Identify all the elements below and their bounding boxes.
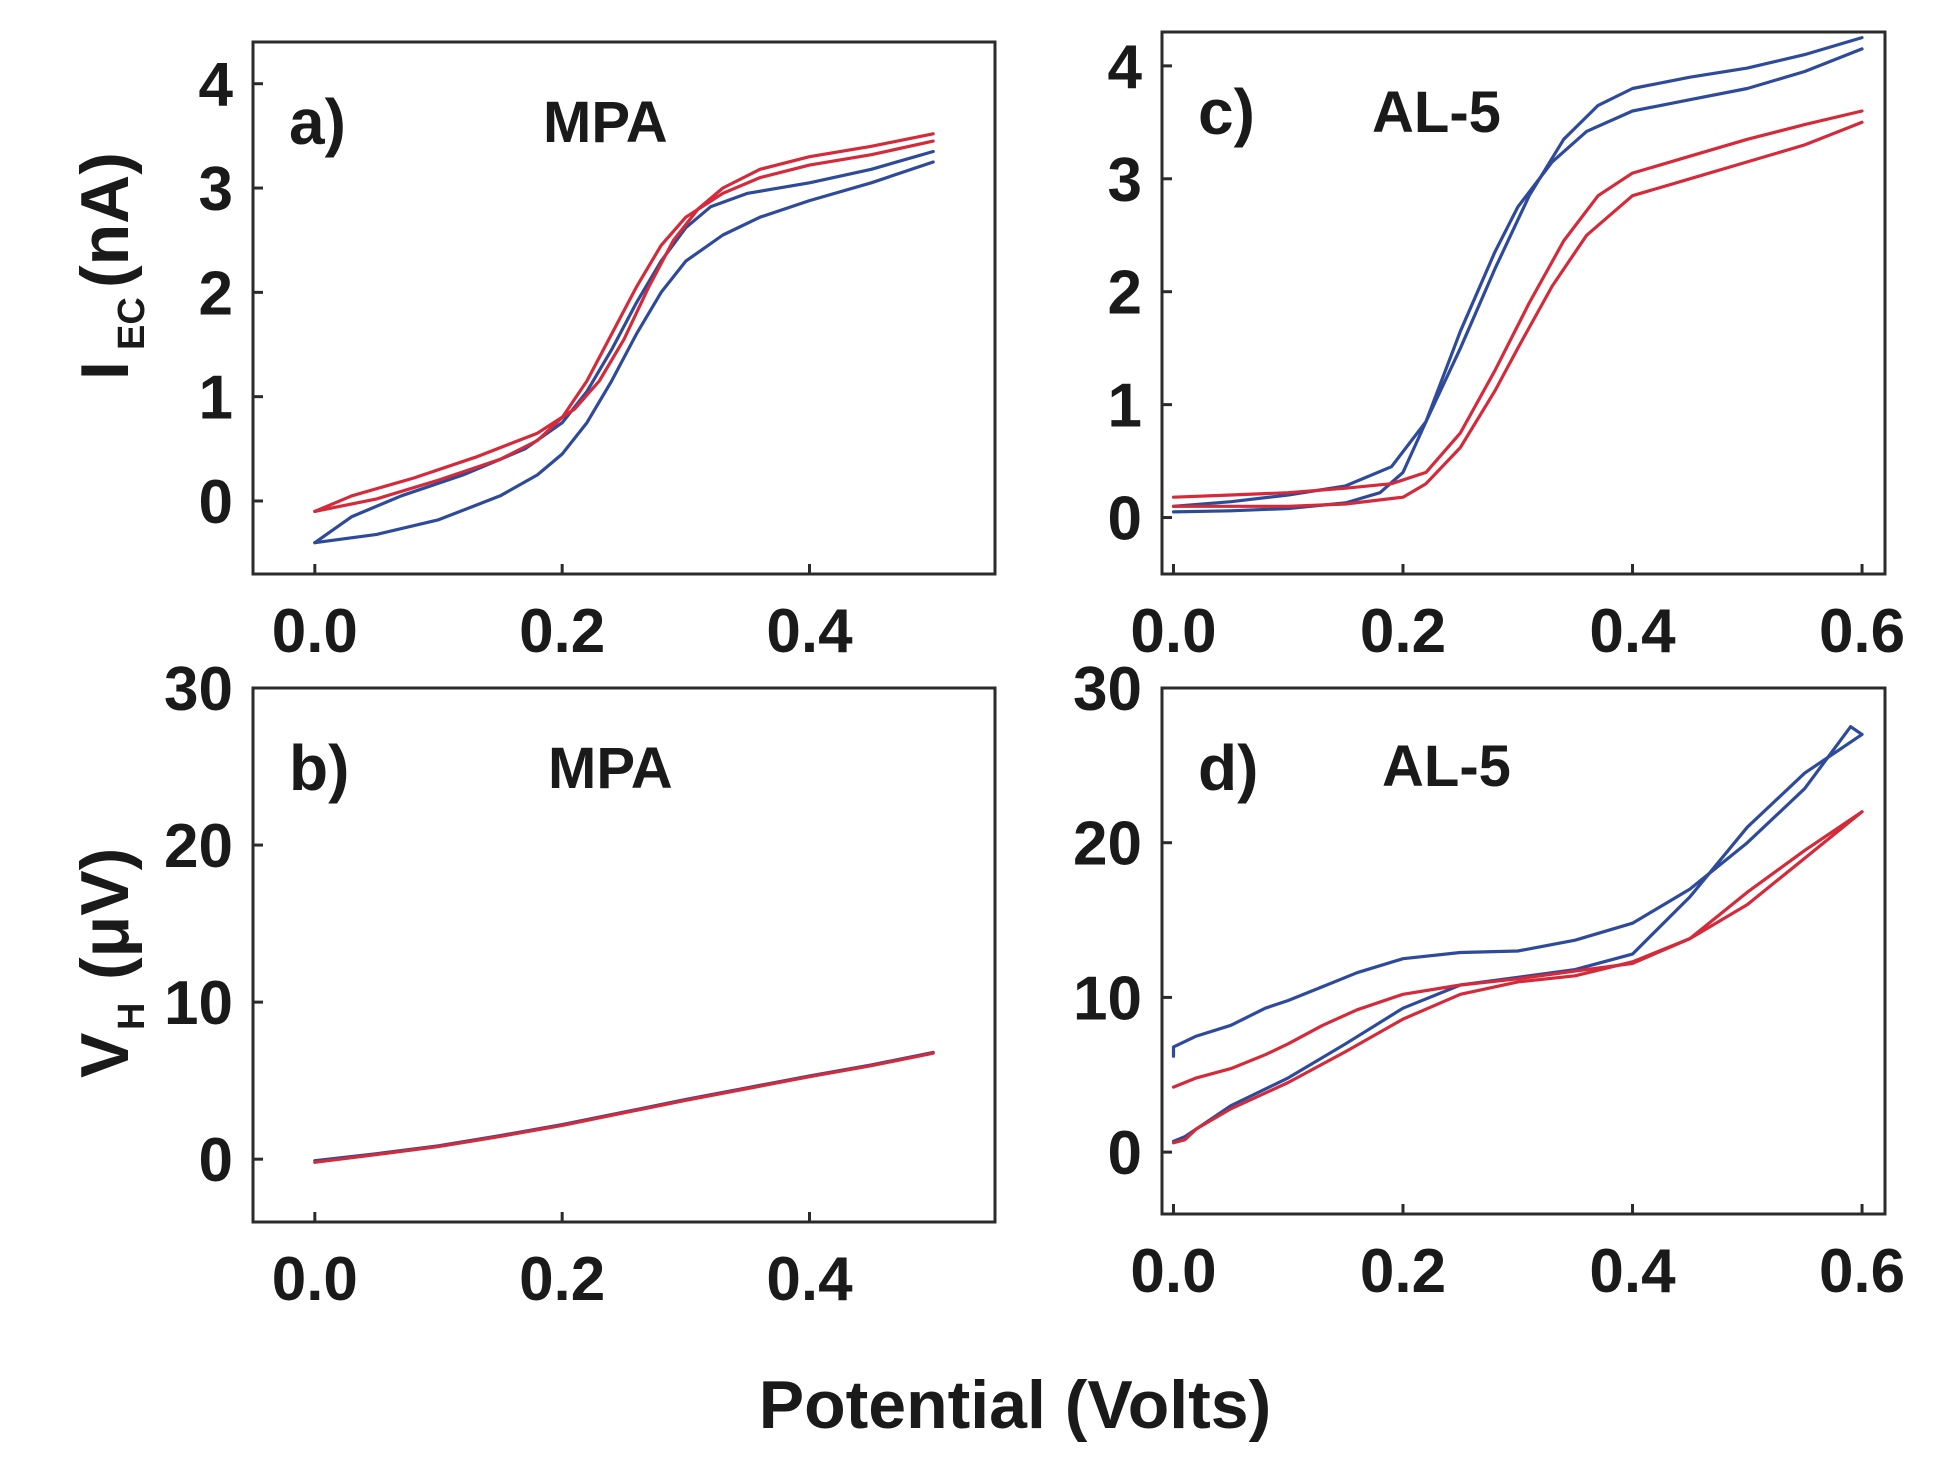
series-c-red-forward [1171, 120, 1864, 508]
panel-letter-b: b) [289, 732, 349, 804]
x-tick-label-d: 0.6 [1819, 1237, 1905, 1306]
y-axis-title-bottom: V H (μV) [67, 848, 153, 1078]
y-tick-label-a: 1 [199, 364, 233, 433]
series-a-blue-forward [313, 160, 935, 545]
x-tick-label-c: 0.4 [1589, 597, 1676, 666]
panel-name-b: MPA [548, 736, 673, 801]
series-b-red [313, 1051, 935, 1164]
y-tick-label-a: 2 [199, 259, 233, 328]
y-axis-title-top-sub: EC [111, 297, 153, 350]
y-tick-label-d: 0 [1108, 1119, 1142, 1188]
y-axis-title-bottom-sub: H [111, 1003, 153, 1030]
plot-frame-b [251, 686, 997, 1224]
x-tick-label-a: 0.4 [766, 597, 853, 666]
y-tick-label-d: 30 [1073, 655, 1142, 724]
plot-frame-d [1160, 686, 1887, 1216]
y-axis-title-top-unit: (nA) [67, 152, 143, 288]
x-tick-label-c: 0.6 [1819, 597, 1905, 666]
panel-d-al5-hall-voltage: 0.0 0.2 0.4 0.6 0 10 20 30 d) AL-5 [1073, 655, 1905, 1306]
panel-letter-a: a) [289, 86, 346, 158]
x-tick-label-c: 0.2 [1360, 597, 1446, 666]
y-tick-label-c: 3 [1108, 146, 1142, 215]
plot-frame-c [1160, 30, 1887, 576]
y-tick-label-a: 0 [199, 468, 233, 537]
x-tick-label-a: 0.0 [272, 597, 358, 666]
series-a-red-forward [313, 139, 935, 513]
y-tick-label-c: 0 [1108, 485, 1142, 554]
series-c-red-reverse [1171, 109, 1864, 499]
series-d-red-upper [1171, 810, 1864, 1089]
series-a-blue-reverse [313, 149, 935, 545]
panel-letter-c: c) [1198, 76, 1255, 148]
panel-name-d: AL-5 [1382, 734, 1511, 799]
series-a-red-reverse [313, 132, 935, 513]
x-tick-label-c: 0.0 [1130, 597, 1216, 666]
y-axis-title-bottom-unit: (μV) [67, 848, 143, 980]
y-tick-label-b: 0 [199, 1126, 233, 1195]
panel-name-a: MPA [543, 90, 668, 155]
x-tick-label-b: 0.4 [766, 1245, 853, 1314]
y-tick-label-c: 4 [1108, 33, 1143, 102]
plot-frame-a [251, 40, 997, 576]
x-tick-label-a: 0.2 [519, 597, 605, 666]
x-tick-label-d: 0.4 [1589, 1237, 1676, 1306]
x-tick-label-d: 0.0 [1130, 1237, 1216, 1306]
y-tick-label-d: 10 [1073, 964, 1142, 1033]
x-tick-label-d: 0.2 [1360, 1237, 1446, 1306]
y-tick-label-c: 1 [1108, 372, 1142, 441]
panel-name-c: AL-5 [1372, 80, 1501, 145]
panel-c-al5-current: 0.0 0.2 0.4 0.6 0 1 2 3 4 c) AL-5 [1108, 30, 1905, 666]
y-axis-title-top-main: I [67, 361, 143, 380]
x-tick-label-b: 0.0 [272, 1245, 358, 1314]
x-tick-label-b: 0.2 [519, 1245, 605, 1314]
y-tick-label-b: 30 [164, 655, 233, 724]
y-axis-title-top: I EC (nA) [67, 152, 153, 380]
series-d-red-lower [1171, 810, 1864, 1145]
y-tick-label-b: 20 [164, 812, 233, 881]
y-axis-title-bottom-main: V [67, 1033, 143, 1078]
panel-a-mpa-current: 0.0 0.2 0.4 0 1 2 3 4 a) MPA [199, 40, 997, 666]
y-tick-label-d: 20 [1073, 810, 1142, 879]
panel-b-mpa-hall-voltage: 0.0 0.2 0.4 0 10 20 30 b) MPA [164, 655, 997, 1314]
y-tick-label-a: 3 [199, 155, 233, 224]
panel-letter-d: d) [1198, 732, 1258, 804]
x-axis-title: Potential (Volts) [759, 1367, 1272, 1443]
series-d-blue-upper [1171, 725, 1864, 1058]
y-tick-label-b: 10 [164, 969, 233, 1038]
y-tick-label-c: 2 [1108, 259, 1142, 328]
y-tick-label-a: 4 [199, 51, 234, 120]
